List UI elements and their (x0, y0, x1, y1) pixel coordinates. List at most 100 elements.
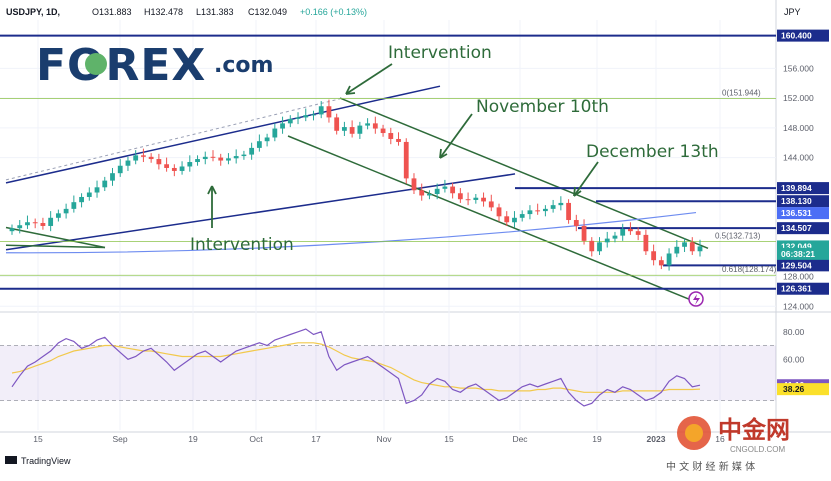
annotation-intervention-top: Intervention (388, 43, 492, 63)
upper-down-trend-line (339, 97, 709, 249)
candle-body (612, 235, 618, 239)
candle-body (535, 210, 541, 212)
candle-body (179, 166, 185, 171)
level-price-tag: 160.400 (781, 31, 812, 41)
candle-body (388, 133, 394, 139)
candle-body (125, 160, 131, 166)
candle-body (241, 154, 247, 157)
candle-body (249, 147, 255, 155)
annotation-intervention-bottom: Intervention (190, 235, 294, 255)
candle-body (342, 127, 347, 131)
candle-body (457, 193, 463, 200)
candle-body (604, 238, 610, 243)
candle-body (202, 156, 208, 160)
candle-body (434, 188, 440, 194)
candle-body (187, 162, 193, 167)
rsi-line (11, 328, 701, 407)
time-axis-tick: Dec (512, 434, 528, 444)
annotation-november-10th: November 10th (476, 97, 609, 117)
time-axis-tick: Oct (249, 434, 263, 444)
candle-body (48, 217, 54, 226)
open-value: O131.883 (92, 7, 132, 17)
level-price-tag-bg (777, 282, 829, 295)
level-price-tag: 139.894 (781, 183, 812, 193)
price-axis-tick: 124.000 (783, 301, 814, 311)
current-price-tag-bg (777, 247, 829, 260)
annotation-december-13th: December 13th (586, 142, 719, 162)
price-axis-tick: 128.000 (783, 272, 814, 282)
candle-body (635, 231, 641, 235)
candle-body (117, 165, 123, 174)
level-price-tag-bg (777, 182, 829, 195)
candle-body (558, 202, 564, 206)
candle-body (272, 128, 278, 138)
price-axis-tick: 152.000 (783, 93, 814, 103)
candle-body (380, 128, 386, 134)
watermark-brand: 中金网 (718, 416, 790, 444)
candle-body (365, 123, 370, 126)
candle-body (9, 228, 15, 232)
candle-body (403, 141, 409, 179)
fib-level-label: 0(151.944) (722, 88, 761, 97)
moving-average-line (5, 211, 697, 254)
symbol-label: USDJPY, 1D, (6, 7, 60, 17)
candle-body (473, 197, 479, 200)
level-price-tag-bg (777, 259, 829, 272)
level-price-tag-bg (777, 195, 829, 208)
candle-body (164, 164, 170, 168)
change-value: +0.166 (+0.13%) (300, 7, 367, 17)
candle-body (419, 190, 425, 196)
candle-body (326, 106, 332, 118)
current-price-tag-bg (777, 207, 829, 220)
candle-body (40, 223, 46, 226)
candle-body (110, 173, 115, 181)
candle-body (32, 222, 38, 224)
time-axis-tick: 16 (715, 434, 725, 444)
level-price-tag: 126.361 (781, 284, 812, 294)
rsi-axis-tick: 60.00 (783, 354, 805, 364)
fib-level-label: 0.618(128.174) (722, 265, 777, 274)
candle-body (651, 251, 657, 261)
candle-body (581, 225, 587, 241)
currency-label: JPY (784, 7, 801, 17)
candle-body (349, 127, 355, 134)
candle-body (658, 260, 664, 266)
candle-body (264, 137, 270, 142)
candle-body (550, 205, 556, 209)
tradingview-footer[interactable]: TradingView (5, 456, 71, 466)
current-price-tag: 136.531 (781, 208, 812, 218)
candle-body (396, 138, 401, 142)
candle-body (79, 196, 84, 203)
candle-body (17, 225, 23, 229)
candle-body (280, 123, 285, 129)
candle-body (226, 158, 231, 161)
time-axis-tick: Nov (376, 434, 392, 444)
candle-body (589, 240, 595, 252)
candle-body (295, 117, 301, 119)
upper-channel-line (5, 85, 441, 184)
lower-channel-line (5, 173, 516, 251)
candle-body (427, 194, 432, 196)
candle-body (94, 187, 100, 193)
candle-body (674, 246, 680, 254)
candle-body (465, 199, 471, 201)
candle-body (256, 141, 262, 148)
candle-body (148, 156, 154, 160)
candle-body (334, 117, 340, 131)
early-trend-line (5, 226, 106, 249)
early-trend-base (5, 244, 106, 249)
candle-body (303, 115, 309, 118)
price-axis-tick: 144.000 (783, 153, 814, 163)
forex-logo-suffix: .com (214, 53, 273, 78)
candle-body (442, 186, 448, 189)
candle-body (643, 234, 649, 252)
candle-body (682, 242, 687, 247)
candle-body (133, 155, 139, 161)
candle-body (86, 192, 92, 197)
low-value: L131.383 (196, 7, 234, 17)
candle-body (372, 123, 378, 129)
candle-body (102, 180, 108, 188)
candle-body (63, 208, 69, 214)
candle-body (488, 201, 494, 208)
